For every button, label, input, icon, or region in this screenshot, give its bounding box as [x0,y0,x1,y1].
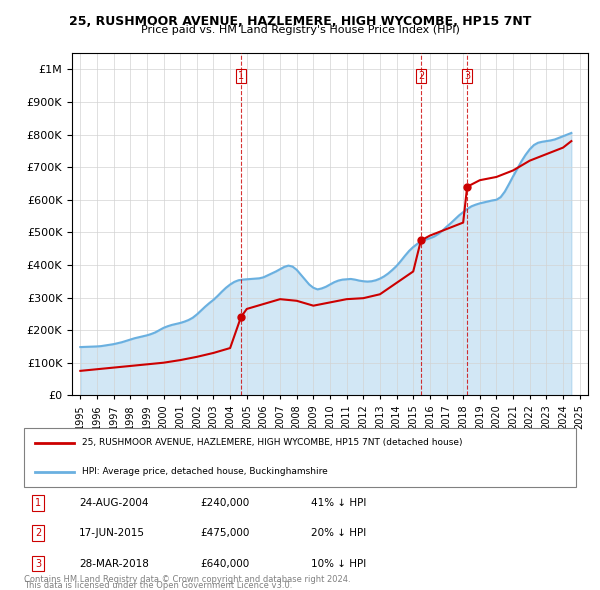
Text: 1: 1 [35,498,41,508]
Text: 3: 3 [464,71,470,81]
FancyBboxPatch shape [24,428,576,487]
Text: Price paid vs. HM Land Registry's House Price Index (HPI): Price paid vs. HM Land Registry's House … [140,25,460,35]
Text: 1: 1 [238,71,244,81]
Text: 24-AUG-2004: 24-AUG-2004 [79,498,149,508]
Text: 2: 2 [418,71,424,81]
Text: £475,000: £475,000 [200,529,250,539]
Text: £640,000: £640,000 [200,559,250,569]
Text: Contains HM Land Registry data © Crown copyright and database right 2024.: Contains HM Land Registry data © Crown c… [24,575,350,584]
Text: 10% ↓ HPI: 10% ↓ HPI [311,559,366,569]
Text: This data is licensed under the Open Government Licence v3.0.: This data is licensed under the Open Gov… [24,581,292,590]
Text: 20% ↓ HPI: 20% ↓ HPI [311,529,366,539]
Text: 25, RUSHMOOR AVENUE, HAZLEMERE, HIGH WYCOMBE, HP15 7NT: 25, RUSHMOOR AVENUE, HAZLEMERE, HIGH WYC… [69,15,531,28]
Text: HPI: Average price, detached house, Buckinghamshire: HPI: Average price, detached house, Buck… [82,467,328,477]
Text: 41% ↓ HPI: 41% ↓ HPI [311,498,367,508]
Text: 2: 2 [35,529,41,539]
Text: 17-JUN-2015: 17-JUN-2015 [79,529,145,539]
Text: 3: 3 [35,559,41,569]
Text: 25, RUSHMOOR AVENUE, HAZLEMERE, HIGH WYCOMBE, HP15 7NT (detached house): 25, RUSHMOOR AVENUE, HAZLEMERE, HIGH WYC… [82,438,463,447]
Text: 28-MAR-2018: 28-MAR-2018 [79,559,149,569]
Text: £240,000: £240,000 [200,498,250,508]
